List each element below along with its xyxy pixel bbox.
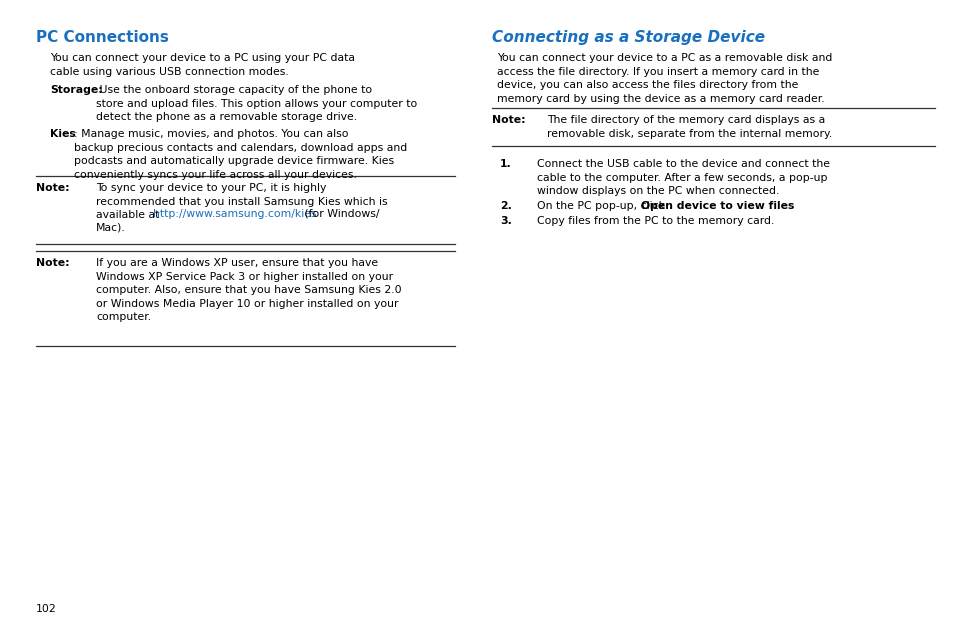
Text: http://www.samsung.com/kies: http://www.samsung.com/kies (152, 209, 316, 219)
Text: 1.: 1. (499, 159, 511, 169)
Text: The file directory of the memory card displays as a
removable disk, separate fro: The file directory of the memory card di… (546, 115, 831, 139)
Text: To sync your device to your PC, it is highly
recommended that you install Samsun: To sync your device to your PC, it is hi… (96, 183, 387, 220)
Text: Open device to view files: Open device to view files (640, 201, 794, 211)
Text: Kies: Kies (50, 129, 75, 139)
Text: Note:: Note: (492, 115, 525, 125)
Text: On the PC pop-up, click: On the PC pop-up, click (537, 201, 668, 211)
Text: Note:: Note: (36, 183, 70, 193)
Text: .: . (757, 201, 760, 211)
Text: You can connect your device to a PC using your PC data
cable using various USB c: You can connect your device to a PC usin… (50, 53, 355, 76)
Text: Mac).: Mac). (96, 222, 126, 232)
Text: : Manage music, movies, and photos. You can also
backup precious contacts and ca: : Manage music, movies, and photos. You … (74, 129, 407, 180)
Text: If you are a Windows XP user, ensure that you have
Windows XP Service Pack 3 or : If you are a Windows XP user, ensure tha… (96, 258, 401, 322)
Text: Use the onboard storage capacity of the phone to
store and upload files. This op: Use the onboard storage capacity of the … (96, 85, 416, 122)
Text: Note:: Note: (36, 258, 70, 268)
Text: 102: 102 (36, 604, 56, 614)
Text: 3.: 3. (499, 216, 512, 226)
Text: Storage:: Storage: (50, 85, 103, 95)
Text: 2.: 2. (499, 201, 512, 211)
Text: PC Connections: PC Connections (36, 30, 169, 45)
Text: Copy files from the PC to the memory card.: Copy files from the PC to the memory car… (537, 216, 774, 226)
Text: You can connect your device to a PC as a removable disk and
access the file dire: You can connect your device to a PC as a… (497, 53, 832, 104)
Text: Connect the USB cable to the device and connect the
cable to the computer. After: Connect the USB cable to the device and … (537, 159, 829, 196)
Text: Connecting as a Storage Device: Connecting as a Storage Device (492, 30, 764, 45)
Text: (for Windows/: (for Windows/ (301, 209, 379, 219)
